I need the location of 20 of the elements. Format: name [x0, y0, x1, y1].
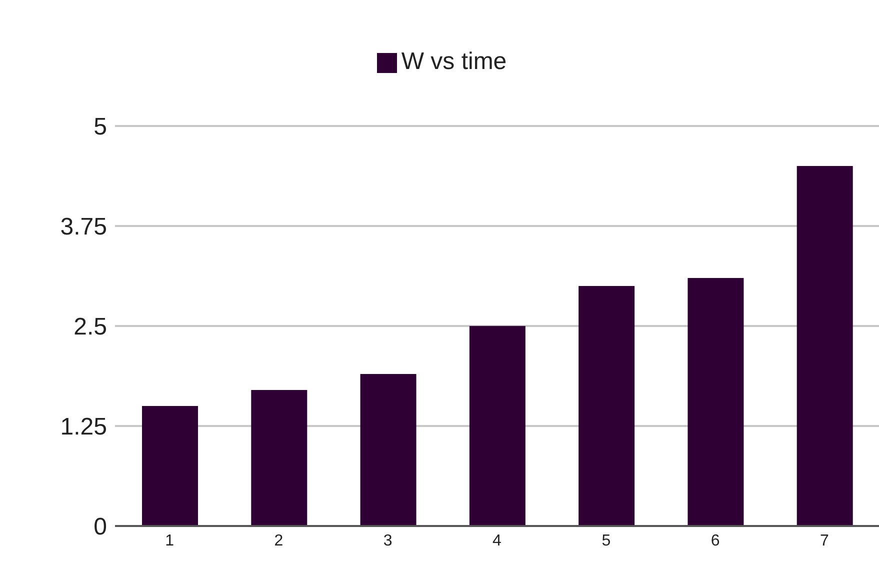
y-tick-label: 5	[94, 114, 107, 141]
y-tick-label: 0	[94, 514, 107, 541]
bar	[360, 374, 416, 526]
bar	[251, 390, 308, 526]
x-tick-label: 6	[710, 532, 720, 550]
y-tick-label: 3.75	[60, 214, 107, 241]
bar	[688, 278, 744, 526]
x-tick-label: 7	[820, 532, 829, 550]
x-tick-label: 4	[492, 532, 502, 550]
x-tick-label: 3	[383, 532, 392, 550]
legend-label: W vs time	[401, 48, 507, 75]
bar	[578, 286, 635, 526]
x-tick-label: 5	[602, 532, 611, 550]
bar	[142, 406, 198, 526]
x-tick-label: 1	[165, 532, 174, 550]
y-tick-label: 2.5	[74, 314, 107, 341]
y-tick-label: 1.25	[60, 414, 107, 441]
bar	[796, 166, 853, 526]
x-tick-label: 2	[274, 532, 284, 550]
bar	[469, 326, 526, 526]
